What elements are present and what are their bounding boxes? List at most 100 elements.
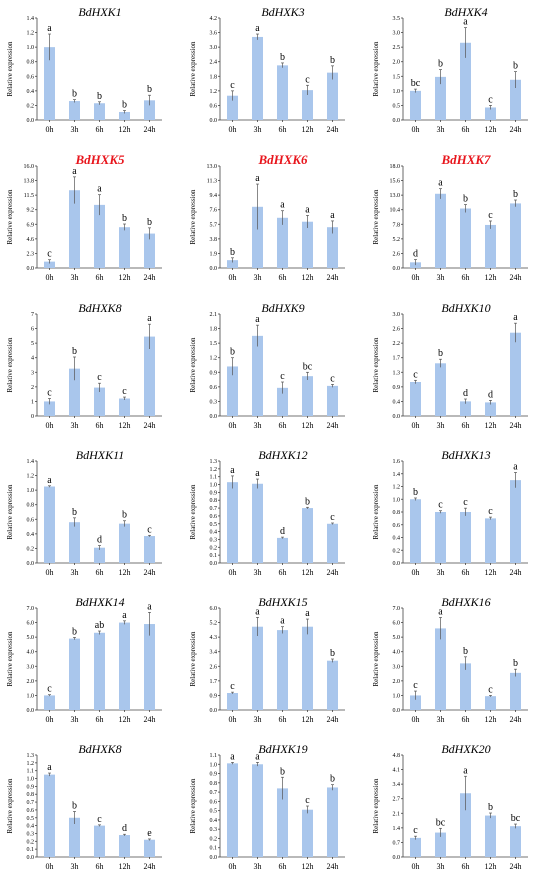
- x-tick-label: 24h: [327, 273, 339, 282]
- bar-3h: [435, 363, 446, 416]
- y-tick-label: 9.2: [27, 208, 35, 214]
- x-tick-label: 0h: [412, 715, 420, 724]
- y-tick-label: 1.5: [210, 341, 218, 347]
- y-tick-label: 0.0: [210, 708, 218, 714]
- y-tick-label: 0.4: [27, 532, 35, 538]
- x-tick-label: 6h: [96, 862, 104, 871]
- significance-letter: d: [122, 823, 127, 834]
- bar-3h: [435, 76, 446, 120]
- significance-letter: b: [413, 487, 418, 498]
- x-tick-label: 12h: [302, 715, 314, 724]
- y-tick-label: 3.4: [393, 782, 401, 788]
- x-tick-label: 3h: [254, 715, 262, 724]
- x-tick-label: 12h: [485, 568, 497, 577]
- y-tick-label: 0.1: [27, 847, 35, 853]
- significance-letter: a: [280, 616, 285, 627]
- y-tick-label: 7.8: [393, 222, 401, 228]
- y-tick-label: 0.7: [210, 790, 218, 796]
- x-tick-label: 12h: [485, 421, 497, 430]
- significance-letter: d: [413, 249, 418, 260]
- y-tick-label: 2.3: [27, 251, 35, 257]
- y-tick-label: 0.8: [210, 498, 218, 504]
- x-tick-label: 0h: [46, 568, 54, 577]
- y-tick-label: 0.6: [393, 523, 401, 529]
- bar-12h: [119, 835, 130, 857]
- bar-12h: [302, 221, 313, 268]
- bar-12h: [119, 398, 130, 416]
- y-tick-label: 2.5: [393, 45, 401, 51]
- x-tick-label: 12h: [119, 273, 131, 282]
- bar-6h: [277, 630, 288, 710]
- y-tick-label: 1.6: [393, 459, 401, 465]
- significance-letter: a: [305, 608, 310, 619]
- chart-panel-13: BdHXK15 Relative expression 0.0 0.9 1.7 2.6 3.…: [189, 595, 345, 724]
- y-tick-label: 0.4: [27, 824, 35, 830]
- x-tick-label: 24h: [144, 862, 156, 871]
- y-tick-label: 1.0: [393, 497, 401, 503]
- x-tick-label: 24h: [510, 568, 522, 577]
- x-tick-label: 0h: [46, 125, 54, 134]
- bar-12h: [485, 107, 496, 120]
- bar-24h: [327, 523, 338, 563]
- y-tick-label: 0.6: [210, 103, 218, 109]
- x-tick-label: 3h: [71, 421, 79, 430]
- y-tick-label: 7.0: [27, 606, 35, 612]
- y-tick-label: 15.6: [390, 179, 401, 185]
- y-axis-label: Relative expression: [189, 778, 197, 834]
- significance-letter: a: [513, 461, 518, 472]
- bar-12h: [302, 508, 313, 563]
- bar-12h: [485, 696, 496, 710]
- y-tick-label: 2.6: [210, 664, 218, 670]
- x-tick-label: 12h: [119, 715, 131, 724]
- y-tick-label: 1.4: [27, 16, 35, 22]
- y-tick-label: 0.0: [210, 855, 218, 861]
- x-tick-label: 0h: [229, 125, 237, 134]
- x-tick-label: 6h: [279, 273, 287, 282]
- y-axis-label: Relative expression: [6, 189, 14, 245]
- y-tick-label: 0.2: [210, 836, 218, 842]
- y-tick-label: 0.5: [393, 103, 401, 109]
- x-tick-label: 0h: [229, 273, 237, 282]
- significance-letter: a: [255, 173, 260, 184]
- bar-3h: [252, 626, 263, 710]
- significance-letter: b: [72, 89, 77, 100]
- y-tick-label: 9.4: [210, 193, 218, 199]
- bar-3h: [69, 817, 80, 857]
- significance-letter: b: [147, 84, 152, 95]
- bar-12h: [302, 376, 313, 416]
- x-tick-label: 0h: [229, 715, 237, 724]
- significance-letter: a: [438, 178, 443, 189]
- y-tick-label: 3: [31, 370, 34, 376]
- significance-letter: a: [230, 465, 235, 476]
- y-tick-label: 0.0: [210, 266, 218, 272]
- y-tick-label: 7.6: [210, 208, 218, 214]
- bar-6h: [277, 65, 288, 120]
- chart-panel-1: BdHXK3 Relative expression 0.0 0.6 1.2 1.8 2.4…: [189, 5, 345, 134]
- y-axis-label: Relative expression: [372, 337, 380, 393]
- y-tick-label: 1.4: [27, 459, 35, 465]
- y-tick-label: 0.0: [210, 561, 218, 567]
- significance-letter: b: [280, 52, 285, 63]
- chart-title: BdHXK7: [440, 152, 491, 167]
- bar-3h: [69, 522, 80, 563]
- y-tick-label: 0.0: [393, 561, 401, 567]
- x-tick-label: 6h: [462, 421, 470, 430]
- bar-24h: [510, 826, 521, 857]
- bar-6h: [277, 788, 288, 857]
- x-tick-label: 12h: [302, 273, 314, 282]
- y-tick-label: 4.2: [210, 16, 218, 22]
- y-axis-label: Relative expression: [6, 631, 14, 687]
- chart-title: BdHXK20: [441, 742, 490, 756]
- bar-0h: [227, 366, 238, 416]
- y-tick-label: 0.9: [27, 784, 35, 790]
- chart-title: BdHXK4: [444, 5, 487, 19]
- bar-24h: [144, 624, 155, 710]
- y-tick-label: 0.6: [27, 517, 35, 523]
- chart-title: BdHXK6: [257, 152, 308, 167]
- bar-24h: [510, 332, 521, 416]
- bar-3h: [435, 628, 446, 710]
- bar-12h: [485, 224, 496, 268]
- significance-letter: a: [47, 762, 52, 773]
- x-tick-label: 3h: [254, 568, 262, 577]
- bar-12h: [302, 90, 313, 120]
